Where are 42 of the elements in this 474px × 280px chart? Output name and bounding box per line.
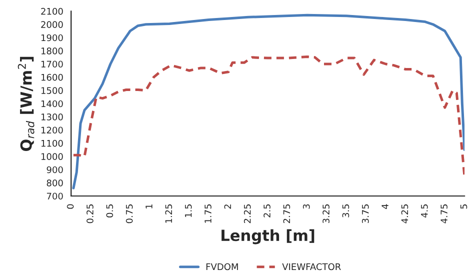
y-tick-label: 1800: [41, 48, 63, 54]
x-tick-label: 0.25: [86, 204, 94, 224]
y-axis-title: Q$_{rad}$ [W/m$^{2}$]: [18, 56, 34, 152]
x-tick-label: 1.25: [165, 204, 172, 223]
x-tick-label: 4.5: [421, 204, 428, 218]
x-tick-label: 4: [382, 204, 388, 209]
x-tick-label: 1.75: [204, 204, 212, 223]
y-tick-label: 1600: [41, 74, 63, 81]
y-tick-label: 900: [46, 166, 63, 174]
x-tick-label: 5: [460, 204, 468, 209]
x-tick-label: 0.5: [106, 204, 114, 218]
legend-label: VIEWFACTOR: [282, 263, 341, 270]
x-tick-label: 3.75: [362, 204, 369, 224]
x-tick-label: 1: [146, 204, 152, 208]
x-tick-label: 1.5: [185, 204, 192, 218]
legend-label: FVDOM: [206, 263, 238, 270]
x-tick-label: 2.5: [264, 204, 270, 218]
x-tick-label: 4.75: [440, 204, 448, 224]
y-tick-label: 1700: [41, 60, 63, 68]
x-tick-label: 3: [302, 204, 310, 209]
y-tick-label: 2000: [41, 21, 63, 28]
y-tick-label: 700: [46, 192, 63, 200]
line-series: [72, 55, 465, 178]
x-axis-title: Length [m]: [222, 229, 314, 244]
y-tick-label: 1500: [41, 87, 63, 94]
x-tick-label: 4.25: [401, 204, 408, 224]
x-tick-label: 3.5: [342, 204, 350, 218]
x-tick-label: 3.25: [322, 204, 330, 224]
x-tick-label: 2.25: [244, 204, 251, 224]
y-tick-label: 1900: [41, 34, 63, 42]
y-tick-label: 1000: [41, 153, 63, 160]
y-tick-label: 2100: [41, 8, 63, 15]
x-tick-label: 0: [66, 204, 74, 209]
x-tick-label: 2.75: [283, 204, 290, 224]
x-tick-label: 2: [224, 204, 231, 209]
x-tick-label: 0.75: [126, 204, 133, 224]
y-tick-label: 1400: [41, 100, 63, 108]
y-tick-label: 800: [46, 180, 63, 186]
line-series: [72, 14, 465, 190]
y-tick-label: 1200: [41, 126, 63, 134]
y-tick-label: 1300: [41, 114, 63, 120]
y-tick-label: 1100: [41, 140, 63, 147]
